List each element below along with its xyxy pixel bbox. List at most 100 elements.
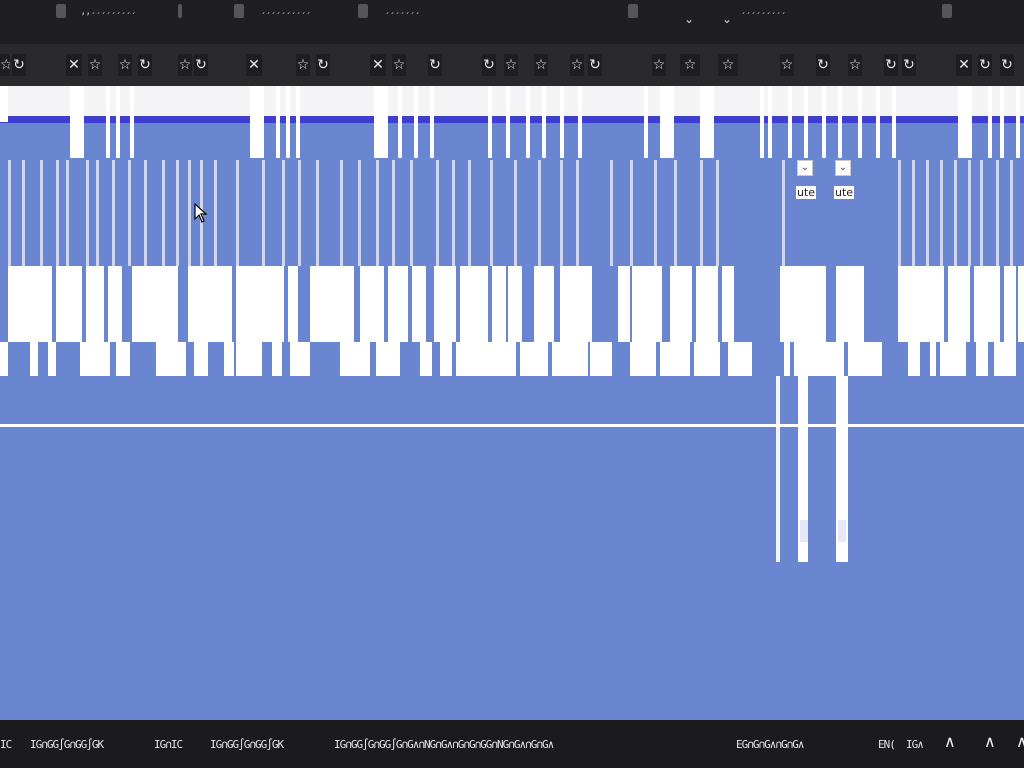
render-artifact <box>250 86 264 158</box>
star-icon[interactable]: ☆ <box>504 54 518 76</box>
chevron-up-icon[interactable]: ∧ <box>1016 732 1024 751</box>
render-artifact <box>376 160 379 266</box>
render-artifact <box>782 160 785 266</box>
refresh-icon[interactable]: ↻ <box>194 54 208 76</box>
refresh-icon[interactable]: ↻ <box>428 54 442 76</box>
render-artifact <box>618 266 630 342</box>
render-artifact <box>578 86 582 158</box>
star-icon[interactable]: ☆ <box>88 54 102 76</box>
star-icon[interactable]: ☆ <box>680 54 700 76</box>
star-icon[interactable]: ☆ <box>296 54 310 76</box>
taskbar-item[interactable]: EG∩G∩G∧∩G∩G∧ <box>736 738 804 751</box>
render-artifact <box>798 376 808 562</box>
render-artifact <box>590 342 612 376</box>
render-artifact <box>538 160 541 266</box>
render-artifact <box>340 160 343 266</box>
refresh-icon[interactable]: ↻ <box>138 54 152 76</box>
render-artifact <box>374 86 388 158</box>
render-artifact <box>836 266 864 342</box>
render-artifact <box>858 86 862 158</box>
close-icon[interactable]: ✕ <box>246 54 262 76</box>
star-icon[interactable]: ☆ <box>652 54 666 76</box>
render-artifact <box>968 160 971 266</box>
tab-title[interactable]: ´´´´´´´´´ <box>740 12 786 23</box>
render-artifact <box>1000 86 1004 158</box>
star-icon[interactable]: ☆ <box>534 54 548 76</box>
close-icon[interactable]: ✕ <box>370 54 386 76</box>
taskbar-item[interactable]: IG∩IC <box>154 738 183 751</box>
render-artifact <box>804 86 808 158</box>
tab-title[interactable]: ’’´´´´´´´´´ <box>80 12 136 23</box>
tab-icon[interactable] <box>234 4 244 18</box>
taskbar: IC IG∩GG∫G∩GG∫GK IG∩IC IG∩GG∫G∩GG∫GK IG∩… <box>0 720 1024 768</box>
refresh-icon[interactable]: ↻ <box>884 54 898 76</box>
chevron-down-icon[interactable]: ⌄ <box>722 12 733 26</box>
tab-icon[interactable] <box>56 4 66 18</box>
star-icon[interactable]: ☆ <box>178 54 192 76</box>
refresh-icon[interactable]: ↻ <box>902 54 916 76</box>
refresh-icon[interactable]: ↻ <box>12 54 26 76</box>
render-artifact <box>460 266 488 342</box>
render-artifact <box>1018 266 1024 342</box>
render-artifact <box>392 160 395 266</box>
render-artifact <box>56 266 82 342</box>
chevron-down-icon[interactable]: ⌄ <box>797 160 813 176</box>
star-icon[interactable]: ☆ <box>718 54 738 76</box>
taskbar-item[interactable]: IG∩GG∫G∩GG∫GK <box>30 738 104 751</box>
chevron-up-icon[interactable]: ∧ <box>944 732 956 751</box>
tab-icon[interactable] <box>178 4 182 18</box>
taskbar-item[interactable]: IG∧ <box>906 738 924 751</box>
render-artifact <box>66 160 69 266</box>
star-icon[interactable]: ☆ <box>570 54 584 76</box>
close-icon[interactable]: ✕ <box>956 54 972 76</box>
chevron-down-icon[interactable]: ⌄ <box>835 160 851 176</box>
render-artifact <box>980 160 983 266</box>
render-artifact <box>958 86 972 158</box>
render-artifact <box>660 342 690 376</box>
tab-title[interactable]: ´´´´´´´ <box>384 12 420 23</box>
taskbar-item[interactable]: IG∩GG∫G∩GG∫GK <box>210 738 284 751</box>
render-artifact <box>670 266 692 342</box>
chevron-up-icon[interactable]: ∧ <box>984 732 996 751</box>
render-artifact <box>994 342 1016 376</box>
tab-icon[interactable] <box>358 4 368 18</box>
refresh-icon[interactable]: ↻ <box>482 54 496 76</box>
render-artifact <box>132 266 178 342</box>
tab-icon[interactable] <box>628 4 638 18</box>
refresh-icon[interactable]: ↻ <box>978 54 992 76</box>
render-artifact <box>414 86 418 158</box>
render-artifact <box>808 342 844 376</box>
render-artifact <box>80 342 110 376</box>
star-icon[interactable]: ☆ <box>118 54 132 76</box>
star-icon[interactable]: ☆ <box>392 54 406 76</box>
render-artifact <box>940 342 966 376</box>
chevron-down-icon[interactable]: ⌄ <box>684 12 695 26</box>
star-icon[interactable]: ☆ <box>848 54 862 76</box>
close-icon[interactable]: ✕ <box>66 54 82 76</box>
refresh-icon[interactable]: ↻ <box>316 54 330 76</box>
refresh-icon[interactable]: ↻ <box>1000 54 1014 76</box>
render-artifact <box>800 520 808 542</box>
render-artifact <box>576 160 579 266</box>
render-artifact <box>298 160 301 266</box>
render-artifact <box>360 266 384 342</box>
render-artifact <box>296 86 300 158</box>
taskbar-item[interactable]: IG∩GG∫G∩GG∫G∩G∧∩NG∩G∧∩G∩G∩GG∩NG∩G∧∩G∩G∧ <box>334 738 554 751</box>
render-artifact <box>430 86 434 158</box>
refresh-icon[interactable]: ↻ <box>588 54 602 76</box>
taskbar-item[interactable]: IC <box>0 738 12 751</box>
render-artifact <box>452 160 455 266</box>
render-artifact <box>940 160 943 266</box>
render-artifact <box>784 342 790 376</box>
taskbar-item[interactable]: EN( <box>878 738 896 751</box>
refresh-icon[interactable]: ↻ <box>816 54 830 76</box>
render-artifact <box>560 160 563 266</box>
render-artifact <box>388 266 408 342</box>
star-icon[interactable]: ☆ <box>0 54 10 76</box>
tab-title[interactable]: ´´´´´´´´´´ <box>260 12 311 23</box>
star-icon[interactable]: ☆ <box>780 54 794 76</box>
render-artifact <box>224 342 234 376</box>
tab-icon[interactable] <box>942 4 952 18</box>
address-strip[interactable] <box>0 86 1024 116</box>
